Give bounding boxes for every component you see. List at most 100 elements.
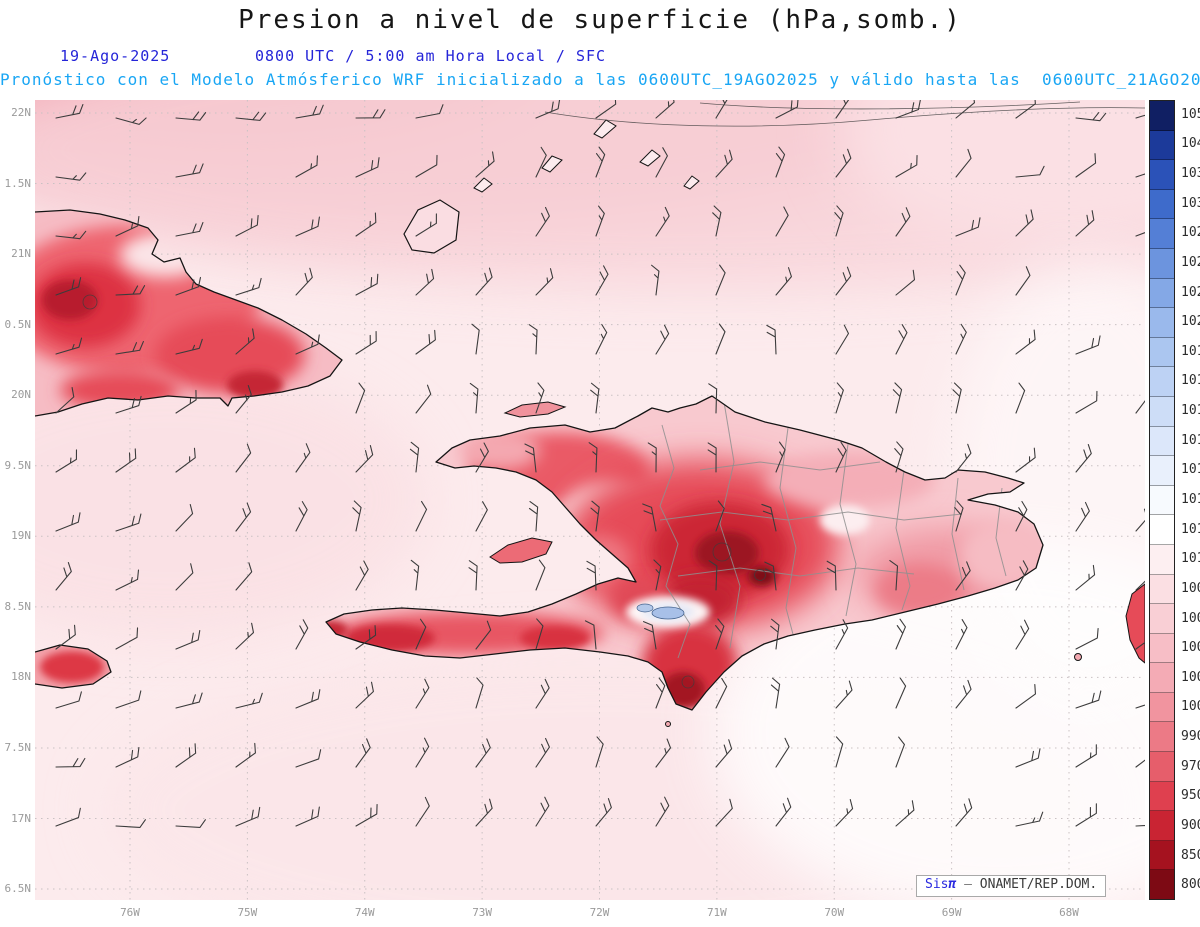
colorbar-tick-label: 1022	[1181, 284, 1200, 300]
wind-barb	[355, 738, 371, 768]
wind-barb	[955, 217, 981, 237]
wind-barb	[415, 213, 437, 237]
colorbar-cell	[1150, 485, 1174, 516]
colorbar-tick-label: 1015	[1181, 462, 1200, 478]
colorbar-tick-label: 1013	[1181, 492, 1200, 507]
wind-barb	[528, 324, 538, 355]
wind-barb	[355, 681, 374, 709]
colorbar-cell	[1150, 870, 1174, 900]
wind-barb	[295, 267, 313, 296]
colorbar-cell	[1150, 840, 1174, 871]
wind-barb	[1135, 624, 1145, 650]
lat-tick-label: 22N	[11, 106, 31, 119]
wind-barb	[715, 149, 733, 178]
wind-barb	[708, 560, 718, 591]
wind-barb	[775, 146, 786, 178]
colorbar-cell	[1150, 515, 1174, 545]
wind-barb	[715, 677, 728, 709]
wind-barb	[1015, 447, 1036, 473]
wind-barb	[1015, 811, 1044, 827]
wind-barb	[415, 384, 432, 414]
wind-barb	[535, 206, 550, 237]
wind-barb	[475, 442, 489, 473]
wind-barb	[1135, 217, 1145, 237]
wind-barb	[295, 334, 320, 355]
wind-barb	[595, 736, 604, 768]
wind-barb	[895, 800, 915, 827]
colorbar-tick-label: 950	[1181, 788, 1200, 804]
colorbar-tick-label: 1035	[1181, 166, 1200, 182]
lat-tick-label: 9.5N	[4, 458, 32, 472]
wind-barb	[955, 619, 968, 650]
colorbar-cell	[1150, 722, 1174, 753]
colorbar-tick-label: 1006	[1181, 610, 1200, 626]
wind-barb	[835, 324, 850, 355]
wind-barb	[952, 382, 962, 414]
wind-barb	[895, 736, 905, 768]
wind-barb	[115, 285, 146, 296]
wind-barb	[584, 620, 597, 650]
wind-barb	[595, 100, 617, 119]
colorbar-cell	[1150, 278, 1174, 309]
wind-barb	[175, 503, 194, 532]
wind-barb	[471, 323, 480, 355]
colorbar-cell	[1150, 367, 1174, 397]
colorbar-cell	[1150, 604, 1174, 634]
wind-barb	[595, 323, 608, 355]
wind-barb	[55, 512, 81, 532]
wind-barb	[175, 163, 204, 178]
wind-barb	[1075, 564, 1096, 591]
lon-tick-label: 69W	[941, 906, 962, 919]
wind-barb	[235, 806, 261, 827]
wind-barbs	[55, 100, 1145, 828]
wind-barb	[115, 341, 144, 355]
lat-tick-label: 17N	[11, 811, 31, 825]
wind-barb	[770, 618, 780, 650]
wind-barb	[655, 796, 670, 827]
wind-barb	[355, 157, 380, 178]
wind-barb	[55, 562, 72, 591]
lat-tick-label: 18N	[11, 670, 31, 684]
colorbar-tick-label: 1040	[1181, 136, 1200, 152]
colorbar-cell	[1150, 811, 1174, 841]
wind-barb	[835, 798, 854, 827]
wind-barb	[1075, 390, 1098, 414]
lon-tick-label: 71W	[706, 906, 727, 919]
wind-barb	[1015, 100, 1036, 119]
wind-barb	[715, 323, 726, 355]
wind-barb	[643, 621, 657, 650]
wind-barb	[1075, 210, 1095, 237]
wind-barb	[295, 689, 321, 709]
colorbar-cell	[1150, 633, 1174, 664]
forecast-description: Pronóstico con el Modelo Atmósferico WRF…	[0, 70, 1200, 89]
colorbar-cell	[1150, 663, 1174, 693]
wind-barb	[835, 736, 844, 768]
wind-barb	[715, 264, 726, 296]
wind-barb	[655, 100, 675, 119]
colorbar-tick-label: 1000	[1181, 699, 1200, 715]
wind-barb	[55, 807, 81, 827]
wind-barb	[115, 569, 140, 591]
wind-barb	[775, 797, 792, 827]
wind-barb	[295, 216, 320, 237]
wind-barb	[55, 691, 82, 709]
wind-barb	[115, 513, 142, 532]
wind-barb	[115, 746, 140, 768]
lat-tick-label: 6.5N	[4, 882, 32, 896]
wind-barb	[415, 796, 430, 827]
colorbar-cell	[1150, 101, 1174, 131]
wind-barb	[1015, 683, 1036, 709]
wind-barb	[595, 146, 606, 178]
wind-barb	[835, 441, 847, 473]
wind-barb	[715, 618, 725, 650]
wind-barb	[1015, 748, 1041, 768]
wind-barb	[55, 230, 87, 240]
colorbar-cell	[1150, 396, 1174, 427]
wind-barb	[415, 329, 436, 355]
wind-barb	[1075, 335, 1101, 355]
wind-barb	[415, 500, 428, 532]
colorbar-tick-label: 1012	[1181, 521, 1200, 537]
pressure-field-ocean	[35, 100, 1145, 900]
colorbar-cell	[1150, 574, 1174, 605]
